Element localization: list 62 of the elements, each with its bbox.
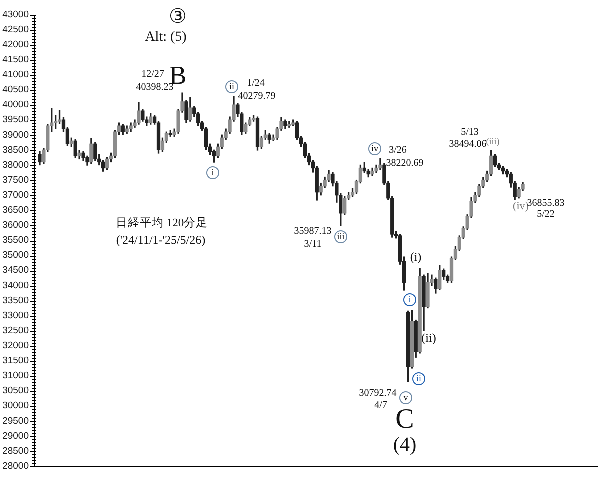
circle-outline: ii — [412, 372, 426, 386]
annotation: 38220.69 — [386, 158, 424, 169]
annotation: 3/11 — [304, 239, 322, 250]
y-tick-label: 30500 — [2, 386, 29, 397]
y-tick-label: 38500 — [2, 144, 29, 156]
annotation: 1/24 — [247, 78, 265, 89]
circle-outline: ii — [226, 80, 238, 94]
y-tick-label: 28500 — [2, 446, 29, 457]
y-tick-label: 31500 — [2, 356, 29, 367]
circle-outline: iv — [368, 142, 382, 156]
annotation: (4) — [393, 434, 417, 456]
y-tick-label: 35000 — [2, 250, 29, 262]
y-tick-label: 36000 — [2, 220, 29, 232]
annotation: 38494.06 — [449, 139, 487, 150]
y-tick-label: 41500 — [2, 54, 29, 66]
annotation: 40279.79 — [238, 91, 276, 102]
y-tick-label: 39000 — [2, 130, 29, 141]
annotation: (iv) — [513, 200, 529, 212]
text: ('24/11/1-'25/5/26) — [116, 233, 206, 247]
y-tick-label: 33500 — [2, 295, 29, 306]
text: 36855.83 — [527, 198, 565, 209]
annotation: 40398.23 — [136, 82, 174, 93]
y-tick-label: 35500 — [2, 235, 29, 246]
y-tick-label: 31000 — [2, 370, 29, 382]
annotation: 30792.74 — [359, 388, 397, 399]
circle-outline: v — [400, 392, 412, 404]
annotation: (ii) — [422, 331, 436, 345]
text: 5/22 — [537, 209, 555, 220]
annotation: (i) — [410, 250, 422, 264]
y-tick-label: 33000 — [2, 310, 29, 322]
text: 日経平均 120分足 — [116, 217, 208, 230]
y-tick-label: 37000 — [2, 190, 29, 201]
y-tick-label: 34000 — [2, 280, 29, 292]
y-tick-label: 40000 — [2, 100, 29, 111]
y-tick-label: 28000 — [2, 460, 29, 472]
annotation: (iii) — [486, 136, 500, 146]
annotation: 5/13 — [461, 127, 479, 138]
y-tick-label: 37500 — [2, 174, 29, 186]
y-tick-label: 32000 — [2, 340, 29, 352]
annotation: Alt: (5) — [145, 30, 187, 45]
y-tick-label: 38000 — [2, 160, 29, 171]
circle-outline: i — [206, 166, 220, 180]
annotation: 3/26 — [389, 145, 407, 156]
y-tick-label: 40500 — [2, 84, 29, 96]
y-tick-label: 41000 — [2, 70, 29, 81]
annotation: 35987.13 — [294, 226, 332, 237]
annotation: ③ — [169, 6, 187, 28]
annotation: 12/27 — [142, 69, 164, 80]
y-tick-label: 42000 — [2, 39, 29, 50]
circle-outline: iii — [334, 230, 348, 244]
y-tick-label: 36500 — [2, 205, 29, 216]
circle-outline: i — [404, 294, 416, 306]
y-tick-label: 29000 — [2, 430, 29, 442]
annotation: 4/7 — [374, 400, 388, 411]
y-tick-label: 42500 — [2, 24, 29, 36]
y-tick-label: 43000 — [2, 9, 29, 20]
y-tick-label: 34500 — [2, 265, 29, 276]
annotation: C — [396, 404, 414, 435]
y-tick-label: 32500 — [2, 325, 29, 336]
y-tick-label: 29500 — [2, 416, 29, 427]
y-tick-label: 39500 — [2, 114, 29, 126]
y-tick-label: 30000 — [2, 400, 29, 412]
